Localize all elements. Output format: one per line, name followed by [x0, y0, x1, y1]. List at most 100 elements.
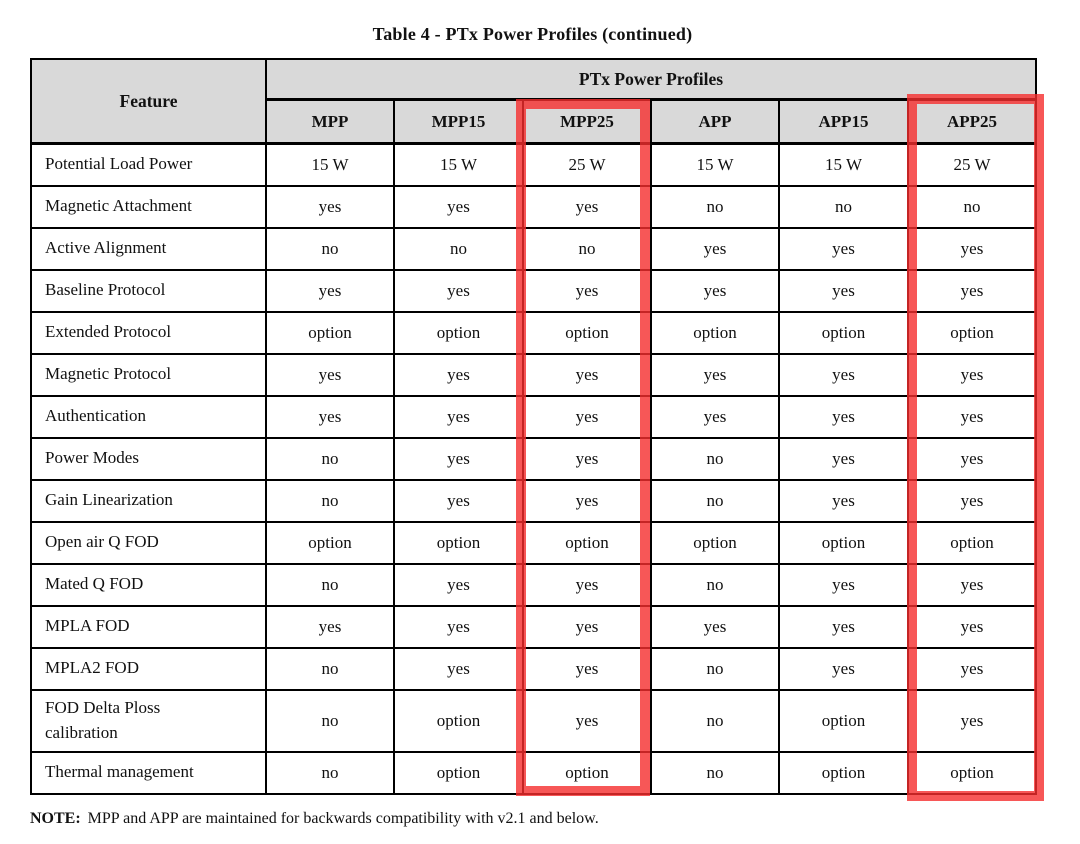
- value-cell: no: [650, 184, 780, 229]
- feature-cell: Mated Q FOD: [30, 562, 267, 607]
- value-cell: no: [265, 436, 395, 481]
- column-header-app: APP: [650, 98, 780, 145]
- value-cell: no: [265, 688, 395, 753]
- value-cell: 15 W: [393, 142, 524, 187]
- group-header: PTx Power Profiles: [264, 58, 1038, 101]
- feature-cell: FOD Delta Ploss calibration: [30, 688, 267, 753]
- value-cell: yes: [522, 562, 652, 607]
- value-cell: option: [522, 310, 652, 355]
- table-row: MPLA2 FOD no yes yes no yes yes: [30, 646, 1038, 691]
- value-cell: yes: [778, 394, 909, 439]
- feature-cell: MPLA FOD: [30, 604, 267, 649]
- feature-cell: Potential Load Power: [30, 142, 267, 187]
- value-cell: yes: [265, 604, 395, 649]
- value-cell: yes: [778, 436, 909, 481]
- value-cell: yes: [393, 562, 524, 607]
- table-row: Authentication yes yes yes yes yes yes: [30, 394, 1038, 439]
- column-header-mpp25: MPP25: [522, 98, 652, 145]
- value-cell: yes: [650, 352, 780, 397]
- value-cell: option: [906, 750, 1038, 795]
- value-cell: yes: [650, 268, 780, 313]
- value-cell: no: [265, 478, 395, 523]
- value-cell: option: [393, 310, 524, 355]
- value-cell: no: [522, 226, 652, 271]
- value-cell: yes: [393, 436, 524, 481]
- value-cell: 25 W: [906, 142, 1038, 187]
- table-title: Table 4 - PTx Power Profiles (continued): [372, 24, 693, 44]
- value-cell: 15 W: [650, 142, 780, 187]
- value-cell: no: [650, 646, 780, 691]
- value-cell: option: [778, 688, 909, 753]
- value-cell: option: [650, 520, 780, 565]
- value-cell: yes: [265, 394, 395, 439]
- column-header-mpp15: MPP15: [393, 98, 524, 145]
- feature-cell: Active Alignment: [30, 226, 267, 271]
- feature-cell: Thermal management: [30, 750, 267, 795]
- value-cell: yes: [265, 352, 395, 397]
- value-cell: no: [650, 562, 780, 607]
- value-cell: no: [650, 478, 780, 523]
- value-cell: yes: [522, 352, 652, 397]
- value-cell: 15 W: [778, 142, 909, 187]
- value-cell: no: [650, 750, 780, 795]
- value-cell: yes: [650, 394, 780, 439]
- feature-cell: MPLA2 FOD: [30, 646, 267, 691]
- value-cell: no: [265, 562, 395, 607]
- value-cell: yes: [393, 352, 524, 397]
- value-cell: yes: [522, 688, 652, 753]
- value-cell: yes: [778, 562, 909, 607]
- value-cell: yes: [906, 688, 1038, 753]
- value-cell: no: [650, 436, 780, 481]
- value-cell: option: [265, 520, 395, 565]
- table-row: Power Modes no yes yes no yes yes: [30, 436, 1038, 481]
- table-row: MPLA FOD yes yes yes yes yes yes: [30, 604, 1038, 649]
- value-cell: no: [393, 226, 524, 271]
- note: NOTE: MPP and APP are maintained for back…: [30, 810, 599, 828]
- table-row: Baseline Protocol yes yes yes yes yes yes: [30, 268, 1038, 313]
- value-cell: option: [778, 310, 909, 355]
- table-body: Potential Load Power 15 W 15 W 25 W 15 W 15 W…: [30, 142, 1038, 795]
- value-cell: option: [906, 310, 1038, 355]
- table-row: Thermal management no option option no option…: [30, 750, 1038, 795]
- value-cell: yes: [906, 226, 1038, 271]
- value-cell: yes: [778, 352, 909, 397]
- power-profiles-table-wrap: Feature PTx Power Profiles MPP MPP15 MPP…: [30, 58, 1038, 795]
- value-cell: yes: [906, 478, 1038, 523]
- value-cell: option: [522, 750, 652, 795]
- feature-header: Feature: [30, 58, 267, 145]
- table-row: Open air Q FOD option option option option op…: [30, 520, 1038, 565]
- value-cell: option: [522, 520, 652, 565]
- value-cell: yes: [265, 268, 395, 313]
- value-cell: option: [393, 520, 524, 565]
- power-profiles-table: Feature PTx Power Profiles MPP MPP15 MPP…: [30, 58, 1038, 795]
- value-cell: yes: [778, 646, 909, 691]
- value-cell: yes: [906, 268, 1038, 313]
- value-cell: yes: [906, 562, 1038, 607]
- value-cell: yes: [265, 184, 395, 229]
- table-row: Gain Linearization no yes yes no yes yes: [30, 478, 1038, 523]
- value-cell: 25 W: [522, 142, 652, 187]
- feature-cell: Gain Linearization: [30, 478, 267, 523]
- column-header-app15: APP15: [778, 98, 909, 145]
- value-cell: yes: [522, 394, 652, 439]
- column-header-app25: APP25: [906, 98, 1038, 145]
- value-cell: yes: [393, 646, 524, 691]
- value-cell: yes: [393, 268, 524, 313]
- value-cell: option: [650, 310, 780, 355]
- table-row: Potential Load Power 15 W 15 W 25 W 15 W 15 W…: [30, 142, 1038, 187]
- value-cell: yes: [522, 604, 652, 649]
- group-header-row: Feature PTx Power Profiles: [30, 58, 1038, 145]
- feature-cell: Extended Protocol: [30, 310, 267, 355]
- feature-cell: Magnetic Protocol: [30, 352, 267, 397]
- value-cell: yes: [906, 394, 1038, 439]
- value-cell: yes: [393, 394, 524, 439]
- table-row: Magnetic Protocol yes yes yes yes yes yes: [30, 352, 1038, 397]
- value-cell: yes: [778, 478, 909, 523]
- value-cell: yes: [906, 604, 1038, 649]
- value-cell: option: [778, 520, 909, 565]
- feature-cell: Magnetic Attachment: [30, 184, 267, 229]
- feature-cell: Baseline Protocol: [30, 268, 267, 313]
- feature-cell: Authentication: [30, 394, 267, 439]
- value-cell: yes: [650, 226, 780, 271]
- table-row: Mated Q FOD no yes yes no yes yes: [30, 562, 1038, 607]
